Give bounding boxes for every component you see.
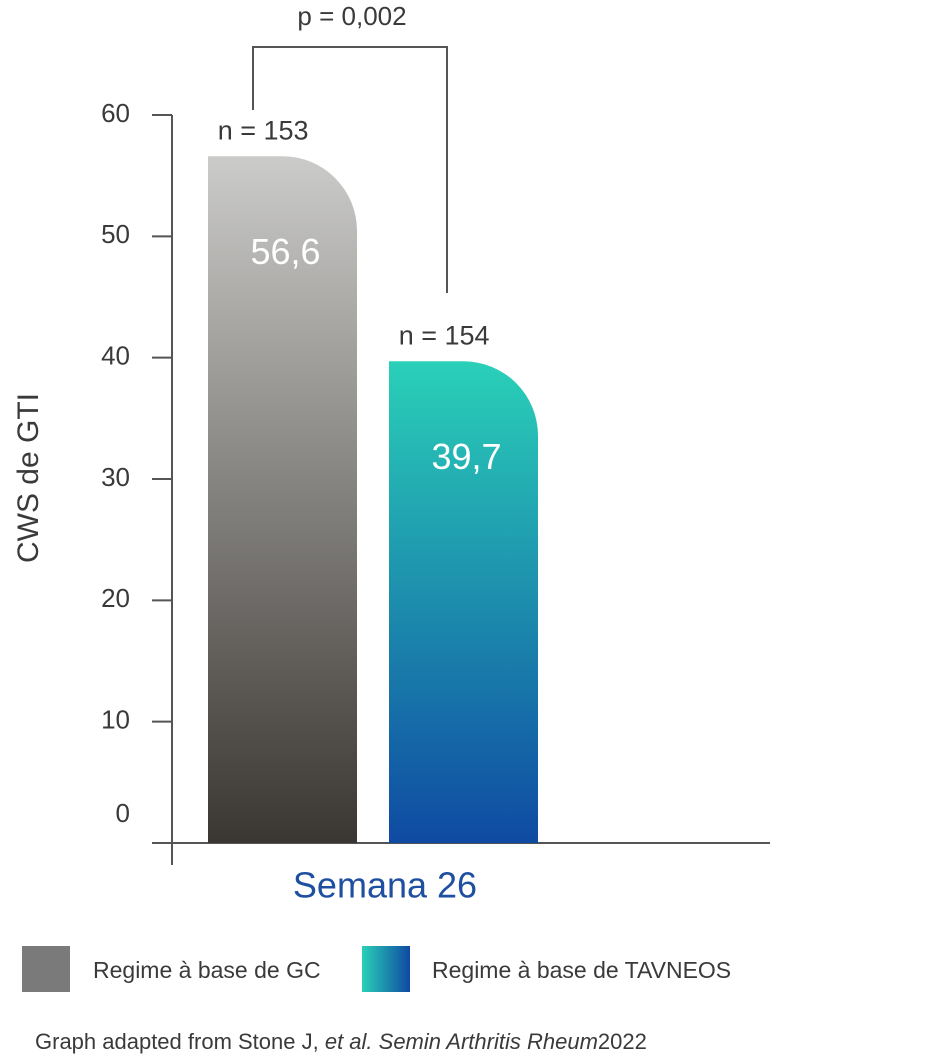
y-tick-label: 40 — [101, 341, 130, 371]
legend-label: Regime à base de TAVNEOS — [432, 957, 731, 983]
significance-label: p = 0,002 — [297, 1, 406, 31]
y-axis-label: CWS de GTI — [12, 393, 45, 563]
legend-swatch — [362, 946, 410, 992]
value-label: 39,7 — [431, 436, 501, 477]
bar-annotation: n = 154 — [399, 320, 490, 350]
source-note: Graph adapted from Stone J, et al. Semin… — [35, 1029, 647, 1054]
y-tick-label: 50 — [101, 219, 130, 249]
source-part: et al. Semin Arthritis Rheum — [325, 1029, 598, 1054]
x-tick-label: Semana 26 — [293, 865, 477, 906]
source-part: 2022 — [598, 1029, 647, 1054]
legend-swatch — [22, 946, 70, 992]
significance-bracket — [252, 46, 448, 293]
bar-annotation: n = 153 — [218, 115, 309, 145]
legend-label: Regime à base de GC — [93, 957, 321, 983]
y-tick-label: 20 — [101, 583, 130, 613]
bar — [389, 361, 538, 843]
y-tick-label: 60 — [101, 98, 130, 128]
value-label: 56,6 — [250, 231, 320, 272]
y-tick-label: 0 — [116, 798, 130, 828]
y-tick-label: 30 — [101, 462, 130, 492]
y-tick-label: 10 — [101, 705, 130, 735]
source-part: Graph adapted from Stone J, — [35, 1029, 325, 1054]
bar — [208, 156, 357, 844]
